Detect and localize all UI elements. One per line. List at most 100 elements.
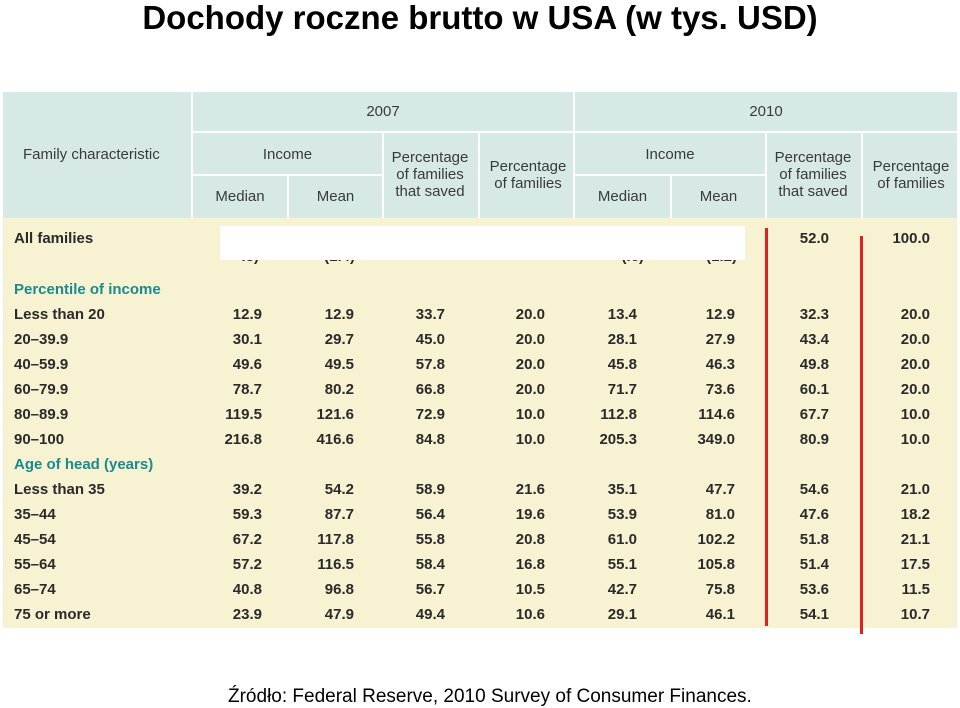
table-cell: 56.4 xyxy=(415,506,445,523)
table-cell: 55.1 xyxy=(607,556,637,573)
table-cell: 10.0 xyxy=(515,431,545,448)
source-note: Źródło: Federal Reserve, 2010 Survey of … xyxy=(228,686,752,707)
table-cell: 20.0 xyxy=(900,331,930,348)
table-cell: 72.9 xyxy=(415,406,445,423)
table-cell: 114.6 xyxy=(698,406,735,423)
table-cell: 71.7 xyxy=(607,381,637,398)
table-cell: 12.9 xyxy=(705,306,735,323)
table-cell: 75.8 xyxy=(705,581,735,598)
header-pct-saved-2010: Percentage of families that saved xyxy=(774,149,852,200)
table-cell: 10.7 xyxy=(900,606,930,623)
row-label: Less than 20 xyxy=(14,306,105,323)
table-cell: 87.7 xyxy=(324,506,354,523)
table-cell: 33.7 xyxy=(415,306,445,323)
table-cell: 49.8 xyxy=(799,356,829,373)
table-cell: 12.9 xyxy=(232,306,262,323)
table-row: 35–44 59.3 87.7 56.4 19.6 53.9 81.0 47.6 18.2 xyxy=(3,502,957,527)
table-cell: 61.0 xyxy=(607,531,637,548)
redaction-box xyxy=(220,226,745,260)
table-cell: 18.2 xyxy=(900,506,930,523)
table-cell: 27.9 xyxy=(705,331,735,348)
header-median-2007: Median xyxy=(215,188,265,205)
table-cell: 35.1 xyxy=(607,481,637,498)
table-cell: 102.2 xyxy=(697,531,735,548)
section-title: Age of head (years) xyxy=(14,456,154,473)
table-cell: 67.7 xyxy=(799,406,829,423)
table-cell: 119.5 xyxy=(225,406,262,423)
header-mean-2010: Mean xyxy=(699,188,738,205)
table-cell: 39.2 xyxy=(232,481,262,498)
table-cell: 84.8 xyxy=(415,431,445,448)
table-cell: 11.5 xyxy=(901,581,930,598)
table-cell: 47.9 xyxy=(324,606,354,623)
table-cell: 10.6 xyxy=(515,606,545,623)
table-row: 55–64 57.2 116.5 58.4 16.8 55.1 105.8 51.4 17.5 xyxy=(3,552,957,577)
row-label: 80–89.9 xyxy=(14,406,69,423)
table-cell: 205.3 xyxy=(599,431,637,448)
table-cell: 349.0 xyxy=(697,431,735,448)
table-row: 75 or more 23.9 47.9 49.4 10.6 29.1 46.1 54.1 10… xyxy=(3,602,957,627)
table-cell: 20.0 xyxy=(900,356,930,373)
table-cell: 55.8 xyxy=(415,531,445,548)
table-cell: 49.5 xyxy=(324,356,354,373)
table-cell: 80.2 xyxy=(324,381,354,398)
table-cell: 54.1 xyxy=(799,606,829,623)
table-cell: 105.8 xyxy=(697,556,735,573)
table-row: 80–89.9 119.5 121.6 72.9 10.0 112.8 114.6 67.7 1… xyxy=(3,402,957,427)
table-cell: 54.6 xyxy=(799,481,829,498)
table-cell: 23.9 xyxy=(232,606,262,623)
table-cell: 16.8 xyxy=(515,556,545,573)
table-cell: 57.8 xyxy=(415,356,445,373)
table-cell: 80.9 xyxy=(799,431,829,448)
table-cell: 96.8 xyxy=(324,581,354,598)
table-row: 60–79.9 78.7 80.2 66.8 20.0 71.7 73.6 60.1 20.0 xyxy=(3,377,957,402)
row-label: All families xyxy=(14,230,94,247)
header-year-2007: 2007 xyxy=(366,103,400,120)
header-pct-families-2010: Percentage of families xyxy=(872,158,950,192)
header-income-2010: Income xyxy=(645,146,695,163)
table-cell: 51.8 xyxy=(799,531,829,548)
table-cell: 20.0 xyxy=(515,356,545,373)
table-cell: 17.5 xyxy=(900,556,930,573)
table-cell: 30.1 xyxy=(232,331,262,348)
table-cell: 51.4 xyxy=(799,556,829,573)
table-row: 20–39.9 30.1 29.7 45.0 20.0 28.1 27.9 43.4 20.0 xyxy=(3,327,957,352)
header-mean-2007: Mean xyxy=(316,188,355,205)
table-row: 65–74 40.8 96.8 56.7 10.5 42.7 75.8 53.6 11.5 xyxy=(3,577,957,602)
table-cell: 45.0 xyxy=(415,331,445,348)
row-label: 90–100 xyxy=(14,431,65,448)
income-table: Family characteristic 2007 2010 Income M… xyxy=(3,92,957,628)
section-title-row: Percentile of income xyxy=(3,277,957,302)
table-row: 40–59.9 49.6 49.5 57.8 20.0 45.8 46.3 49.8 20.0 xyxy=(3,352,957,377)
table-cell: 67.2 xyxy=(232,531,262,548)
table-cell: 20.0 xyxy=(515,331,545,348)
row-label: Less than 35 xyxy=(14,481,105,498)
table-cell: 53.9 xyxy=(607,506,637,523)
table-row: Less than 35 39.2 54.2 58.9 21.6 35.1 47.7 54.6… xyxy=(3,477,957,502)
table-cell: 116.5 xyxy=(317,556,354,573)
table-cell: 12.9 xyxy=(324,306,354,323)
cell-pct-saved-2010: 52.0 xyxy=(799,230,829,247)
row-label: 40–59.9 xyxy=(14,356,69,373)
marker-line-right xyxy=(860,236,863,634)
table-cell: 56.7 xyxy=(415,581,445,598)
marker-line-left xyxy=(765,228,768,626)
table-cell: 81.0 xyxy=(705,506,735,523)
table-row: Less than 20 12.9 12.9 33.7 20.0 13.4 12.9 32.3… xyxy=(3,302,957,327)
table-cell: 40.8 xyxy=(232,581,262,598)
table-cell: 10.0 xyxy=(900,406,930,423)
table-cell: 29.7 xyxy=(324,331,354,348)
table-cell: 19.6 xyxy=(515,506,545,523)
table-cell: 45.8 xyxy=(607,356,637,373)
header-pct-families-2007: Percentage of families xyxy=(489,158,567,192)
table-header: Family characteristic 2007 2010 Income M… xyxy=(3,92,957,218)
table-cell: 59.3 xyxy=(232,506,262,523)
table-cell: 49.4 xyxy=(415,606,445,623)
table-cell: 29.1 xyxy=(607,606,637,623)
table-cell: 43.4 xyxy=(799,331,829,348)
table-cell: 20.0 xyxy=(900,306,930,323)
table-cell: 46.1 xyxy=(705,606,735,623)
table-cell: 10.0 xyxy=(515,406,545,423)
table-cell: 60.1 xyxy=(799,381,829,398)
header-median-2010: Median xyxy=(597,188,648,205)
